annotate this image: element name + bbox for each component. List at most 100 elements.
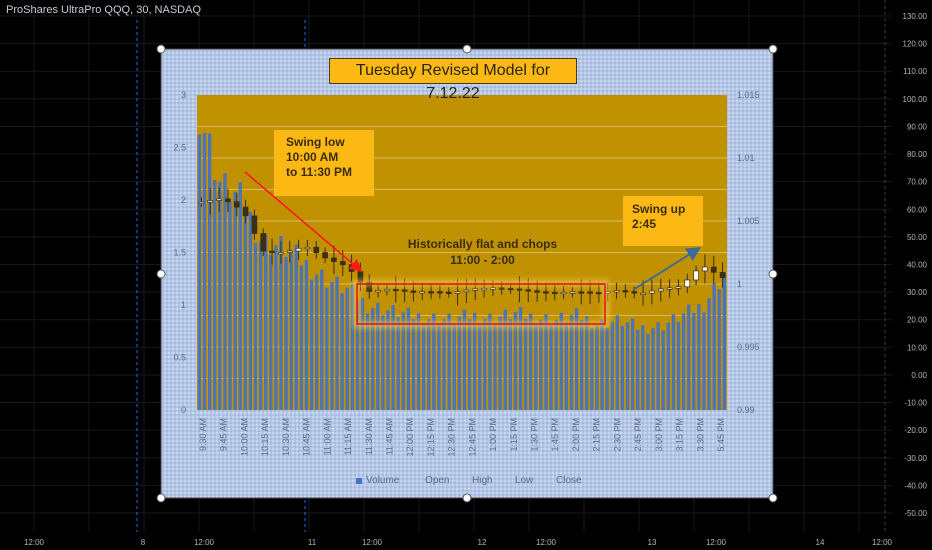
price-tick-label: 120.00 (903, 40, 928, 49)
volume-bar (396, 317, 400, 410)
category-tick-label: 9:30 AM (198, 418, 208, 451)
price-tick-label: 80.00 (907, 150, 928, 159)
left-tick-label: 1.5 (173, 248, 186, 258)
volume-bar (294, 244, 298, 410)
candle-body (684, 279, 691, 288)
volume-bar (666, 322, 670, 410)
candle-body (331, 257, 337, 262)
category-tick-label: 10:00 AM (239, 418, 249, 456)
price-tick-label: 130.00 (903, 12, 928, 21)
volume-bar (692, 312, 696, 410)
volume-bar (299, 265, 304, 410)
candle-body (498, 287, 505, 290)
volume-bar (233, 191, 237, 410)
candle-body (463, 289, 470, 293)
candle-body (260, 233, 267, 252)
volume-bar (330, 282, 334, 410)
candle-body (437, 291, 443, 294)
category-tick-label: 11:00 AM (322, 418, 332, 455)
volume-bar (595, 324, 599, 410)
candle-body (295, 247, 302, 252)
category-axis: 9:30 AM 9:45 AM 10:00 AM 10:15 AM 10:30 AM 10… (198, 418, 726, 457)
left-tick-label: 0.5 (173, 353, 186, 363)
candle-body (702, 266, 708, 272)
flat-region-line: 11:00 - 2:00 (450, 253, 515, 267)
volume-bar (554, 319, 558, 410)
time-tick-label: 12:00 (24, 538, 45, 547)
price-tick-label: -20.00 (904, 426, 927, 435)
swing-low-callout: Swing low 10:00 AM to 11:30 PM (274, 130, 374, 196)
price-tick-label: -10.00 (904, 399, 927, 408)
right-tick-label: 0.995 (737, 342, 760, 352)
right-tick-label: 0.99 (737, 405, 755, 415)
volume-bar (452, 323, 456, 410)
volume-bar (585, 316, 589, 410)
volume-bar (365, 313, 370, 410)
legend-volume-swatch (356, 478, 362, 484)
swing-low-line: Swing low (286, 135, 345, 149)
volume-bar (386, 310, 390, 410)
volume-bar (712, 282, 716, 410)
right-tick-label: 1.015 (737, 90, 760, 100)
volume-bar (610, 321, 614, 410)
time-tick-label: 12:00 (706, 538, 727, 547)
volume-bar (681, 313, 686, 410)
volume-bar (656, 322, 660, 410)
price-tick-label: 0.00 (911, 371, 927, 380)
category-tick-label: 5:45 PM (716, 418, 726, 452)
swing-low-line: to 11:30 PM (286, 165, 353, 179)
volume-bar (559, 312, 563, 410)
category-tick-label: 2:30 PM (612, 418, 622, 452)
volume-bar (218, 182, 222, 410)
volume-bar (574, 308, 579, 410)
candle-body (348, 264, 355, 272)
price-tick-label: -50.00 (904, 509, 927, 518)
volume-bar (197, 134, 202, 410)
category-tick-label: 1:30 PM (530, 418, 540, 452)
candle-body (278, 252, 284, 255)
time-tick-label: 14 (816, 538, 825, 547)
candle-body (454, 291, 461, 294)
volume-bar (605, 328, 609, 410)
volume-bar (411, 318, 416, 410)
candle-body (560, 292, 567, 295)
category-tick-label: 10:15 AM (260, 418, 270, 456)
candle-body (596, 292, 602, 295)
volume-bar (600, 319, 604, 410)
volume-bar (213, 179, 217, 410)
candle-body (286, 250, 293, 253)
flat-region-line: Historically flat and chops (407, 237, 558, 251)
right-tick-label: 1.01 (737, 153, 755, 163)
time-axis: 12:00 8 12:00 11 12:00 12 12:00 13 12:00 14 12:00 (24, 538, 893, 547)
category-tick-label: 12:45 PM (467, 418, 477, 457)
volume-bar (238, 182, 242, 410)
category-tick-label: 3:15 PM (675, 418, 685, 452)
volume-bar (243, 214, 247, 410)
candle-body (649, 290, 655, 294)
candle-body (569, 291, 576, 294)
price-tick-label: 90.00 (907, 122, 928, 131)
volume-bar (457, 316, 461, 410)
resize-handles[interactable] (156, 44, 778, 503)
swing-up-line: 2:45 (632, 217, 657, 231)
candle-body (640, 292, 646, 295)
volume-bar (498, 316, 502, 410)
volume-bar (671, 314, 676, 410)
candle-body (198, 201, 205, 204)
category-tick-label: 11:15 AM (343, 418, 353, 455)
time-tick-label: 12:00 (872, 538, 893, 547)
volume-bar (478, 324, 482, 410)
legend-open: Open (425, 475, 450, 486)
volume-bar (228, 201, 232, 410)
category-tick-label: 12:00 PM (405, 418, 415, 457)
volume-bar (590, 328, 594, 410)
volume-bar (371, 307, 375, 410)
price-tick-label: 60.00 (907, 205, 928, 214)
swing-up-arrow (632, 247, 702, 291)
candle-body (207, 200, 214, 203)
candle-body (445, 291, 452, 294)
volume-bar (427, 318, 431, 410)
price-tick-label: 20.00 (907, 316, 928, 325)
category-tick-label: 1:00 PM (488, 418, 498, 452)
right-tick-label: 1 (737, 279, 742, 289)
